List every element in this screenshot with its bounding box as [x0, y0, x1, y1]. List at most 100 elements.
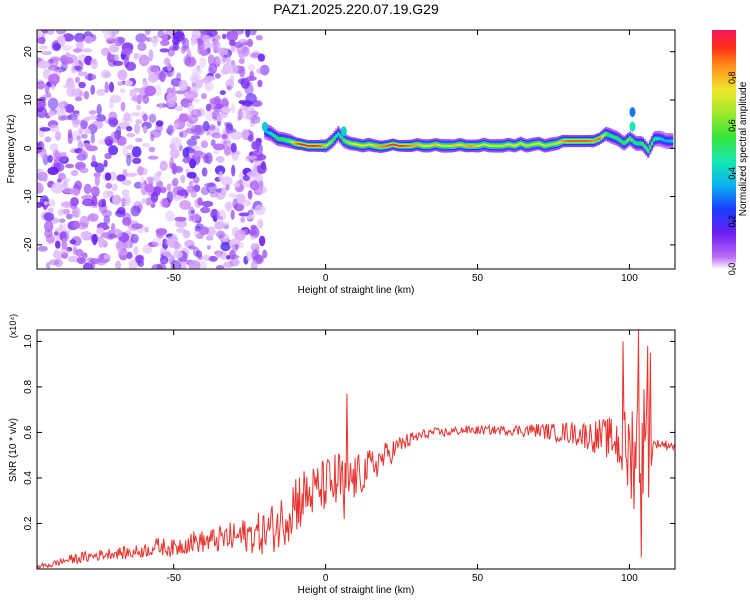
heatmap-cell: [395, 144, 398, 147]
heatmap-cell: [70, 170, 79, 177]
heatmap-cell: [446, 144, 449, 147]
heatmap-cell: [393, 144, 397, 146]
heatmap-cell: [101, 209, 112, 218]
heatmap-cell: [37, 30, 42, 38]
heatmap-cell: [421, 144, 424, 147]
heatmap-cell: [59, 101, 64, 113]
heatmap-cell: [253, 161, 262, 167]
heatmap-cell: [333, 137, 336, 140]
snr-panel: -50 0 50 100 0.2 0.4 0.6 0.8 1.0 Height of stra…: [8, 314, 676, 596]
heatmap-cell: [45, 233, 55, 244]
heatmap-cell: [88, 110, 97, 115]
heatmap-cell: [72, 119, 82, 125]
heatmap-cell: [256, 154, 267, 161]
heatmap-cell: [410, 145, 413, 147]
heatmap-cell: [550, 143, 553, 146]
heatmap-cell: [322, 144, 325, 147]
heatmap-cell: [126, 126, 133, 132]
heatmap-cell: [315, 145, 318, 147]
heatmap-cell: [47, 166, 59, 176]
heatmap-cell: [252, 100, 263, 108]
heatmap-cell: [326, 143, 329, 146]
heatmap-cell: [608, 134, 612, 137]
y-tick-label: 20: [23, 46, 34, 58]
heatmap-cell: [225, 184, 230, 191]
heatmap-cell: [147, 73, 158, 83]
heatmap-cell: [91, 120, 104, 129]
heatmap-cell: [242, 174, 251, 182]
heatmap-cell: [200, 206, 211, 214]
heatmap-cell: [221, 176, 233, 187]
heatmap-cell: [214, 165, 226, 176]
heatmap-cell: [247, 190, 253, 200]
heatmap-cell: [240, 77, 250, 89]
heatmap-cell: [214, 215, 224, 220]
heatmap-cell: [439, 144, 442, 147]
heatmap-cell: [70, 197, 79, 207]
colorbar-tick-label: 0.2: [727, 215, 737, 228]
heatmap-cell: [406, 145, 409, 147]
heatmap-cell: [81, 151, 89, 160]
heatmap-cell: [48, 207, 54, 213]
heatmap-cell: [158, 102, 163, 110]
heatmap-cell: [215, 73, 221, 79]
heatmap-cell: [670, 139, 674, 143]
heatmap-cell: [166, 92, 177, 105]
heatmap-cell: [172, 187, 177, 198]
heatmap-cell: [115, 260, 122, 269]
heatmap-cell: [481, 143, 484, 146]
heatmap-cell: [135, 33, 147, 43]
heatmap-cell: [486, 144, 489, 147]
heatmap-cell: [629, 121, 636, 132]
heatmap-cell: [247, 64, 255, 72]
heatmap-cell: [377, 145, 380, 148]
heatmap-cell: [196, 64, 201, 72]
heatmap-cell: [386, 144, 389, 147]
heatmap-cell: [81, 48, 93, 53]
heatmap-cell: [246, 155, 258, 160]
heatmap-cell: [368, 143, 371, 146]
snr-x-axis-label: Height of straight line (km): [298, 585, 415, 596]
heatmap-cell: [667, 139, 670, 143]
heatmap-cell: [133, 181, 143, 189]
heatmap-cell: [48, 59, 55, 64]
heatmap-cell: [247, 134, 254, 142]
heatmap-cell: [55, 131, 61, 141]
heatmap-cell: [607, 133, 610, 136]
heatmap-cell: [100, 254, 105, 260]
heatmap-cell: [548, 143, 551, 146]
heatmap-cell: [238, 58, 245, 64]
heatmap-cell: [335, 134, 338, 138]
heatmap-cell: [83, 90, 90, 100]
heatmap-cell: [235, 150, 241, 156]
heatmap-cell: [58, 223, 64, 231]
heatmap-cell: [93, 172, 101, 178]
heatmap-cell: [74, 32, 85, 43]
heatmap-cell: [579, 140, 582, 142]
heatmap-cell: [114, 53, 120, 63]
heatmap-cell: [428, 144, 431, 147]
heatmap-cell: [309, 145, 313, 147]
heatmap-cell: [62, 180, 69, 189]
heatmap-cell: [280, 138, 284, 141]
heatmap-cell: [462, 144, 466, 147]
heatmap-cell: [79, 90, 84, 97]
heatmap-cell: [245, 110, 254, 120]
heatmap-cell: [641, 143, 644, 146]
heatmap-cell: [54, 231, 59, 236]
heatmap-cell: [46, 262, 51, 269]
heatmap-cell: [514, 144, 517, 147]
heatmap-cell: [228, 193, 237, 198]
heatmap-cell: [220, 241, 231, 252]
heatmap-cell: [636, 142, 639, 145]
heatmap-cell: [348, 142, 351, 144]
heatmap-cell: [237, 241, 244, 249]
heatmap-cell: [528, 144, 531, 147]
heatmap-cell: [39, 100, 47, 109]
heatmap-cell: [125, 61, 137, 71]
heatmap-cell: [364, 144, 367, 147]
heatmap-cell: [202, 154, 209, 164]
heatmap-cell: [208, 255, 218, 262]
heatmap-cell: [76, 39, 84, 51]
